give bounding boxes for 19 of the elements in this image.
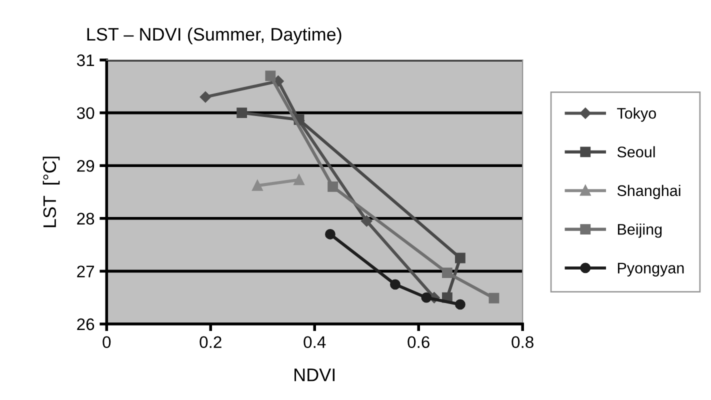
y-tick-label: 28 xyxy=(77,212,94,225)
y-tick-label: 29 xyxy=(77,160,94,172)
chart-title: LST – NDVI (Summer, Daytime) xyxy=(87,27,342,44)
legend-label: Pyongyan xyxy=(618,262,684,276)
legend-label: Shanghai xyxy=(617,184,680,200)
y-tick-label: 30 xyxy=(76,107,94,120)
x-tick-label: 0.8 xyxy=(512,336,534,348)
y-axis-title: LST [°C] xyxy=(42,156,60,228)
x-tick-label: 0 xyxy=(102,336,111,348)
y-tick-label: 26 xyxy=(77,318,94,330)
x-tick-label: 0.2 xyxy=(200,336,222,348)
legend-label: Seoul xyxy=(617,146,655,158)
y-tick-label: 27 xyxy=(77,266,94,278)
legend-label: Beijing xyxy=(618,224,662,238)
x-axis-title: NDVI xyxy=(294,368,335,382)
legend-label: Tokyo xyxy=(617,108,656,122)
y-tick-label: 31 xyxy=(76,54,94,66)
x-tick-label: 0.4 xyxy=(304,336,326,348)
x-tick-label: 0.6 xyxy=(408,336,430,348)
